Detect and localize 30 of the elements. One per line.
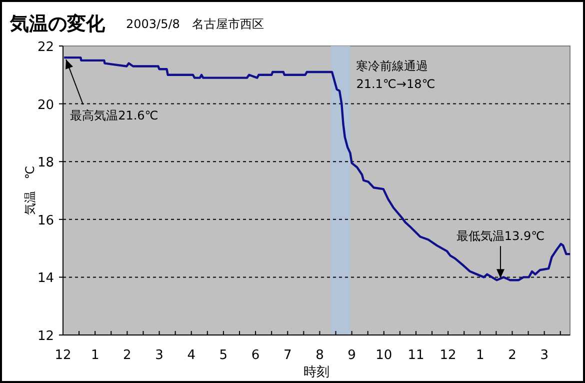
y-tick-label: 14 (37, 271, 54, 286)
y-tick-label: 16 (37, 213, 54, 228)
y-tick-label: 20 (37, 98, 54, 113)
x-tick-label: 6 (251, 348, 260, 363)
y-axis-title: 気温 ℃ (23, 166, 37, 216)
annotation: 21.1℃→18℃ (356, 77, 436, 91)
annotation: 最低気温13.9℃ (456, 229, 545, 244)
chart-title: 気温の変化 (9, 13, 106, 35)
x-tick-label: 12 (440, 348, 456, 363)
x-tick-label: 3 (540, 348, 548, 363)
x-tick-label: 2 (508, 348, 516, 363)
x-tick-label: 8 (316, 348, 324, 363)
x-tick-label: 12 (54, 348, 72, 363)
y-tick-label: 12 (37, 329, 54, 344)
x-tick-label: 9 (348, 348, 356, 363)
x-tick-label: 3 (155, 348, 164, 363)
y-tick-label: 22 (37, 40, 54, 55)
chart-subtitle: 2003/5/8 名古屋市西区 (126, 17, 264, 31)
x-axis-title: 時刻 (304, 365, 330, 380)
x-tick-label: 2 (123, 348, 132, 363)
x-tick-label: 10 (376, 348, 392, 363)
x-tick-label: 4 (187, 348, 196, 363)
x-tick-label: 5 (219, 348, 228, 363)
band-label: 寒冷前線通過 (356, 59, 428, 73)
y-tick-label: 18 (37, 156, 54, 171)
annotation: 最高気温21.6℃ (70, 108, 158, 123)
x-tick-label: 7 (283, 348, 292, 363)
x-tick-label: 1 (90, 348, 100, 363)
x-tick-label: 11 (408, 348, 424, 363)
x-tick-label: 1 (476, 348, 484, 363)
